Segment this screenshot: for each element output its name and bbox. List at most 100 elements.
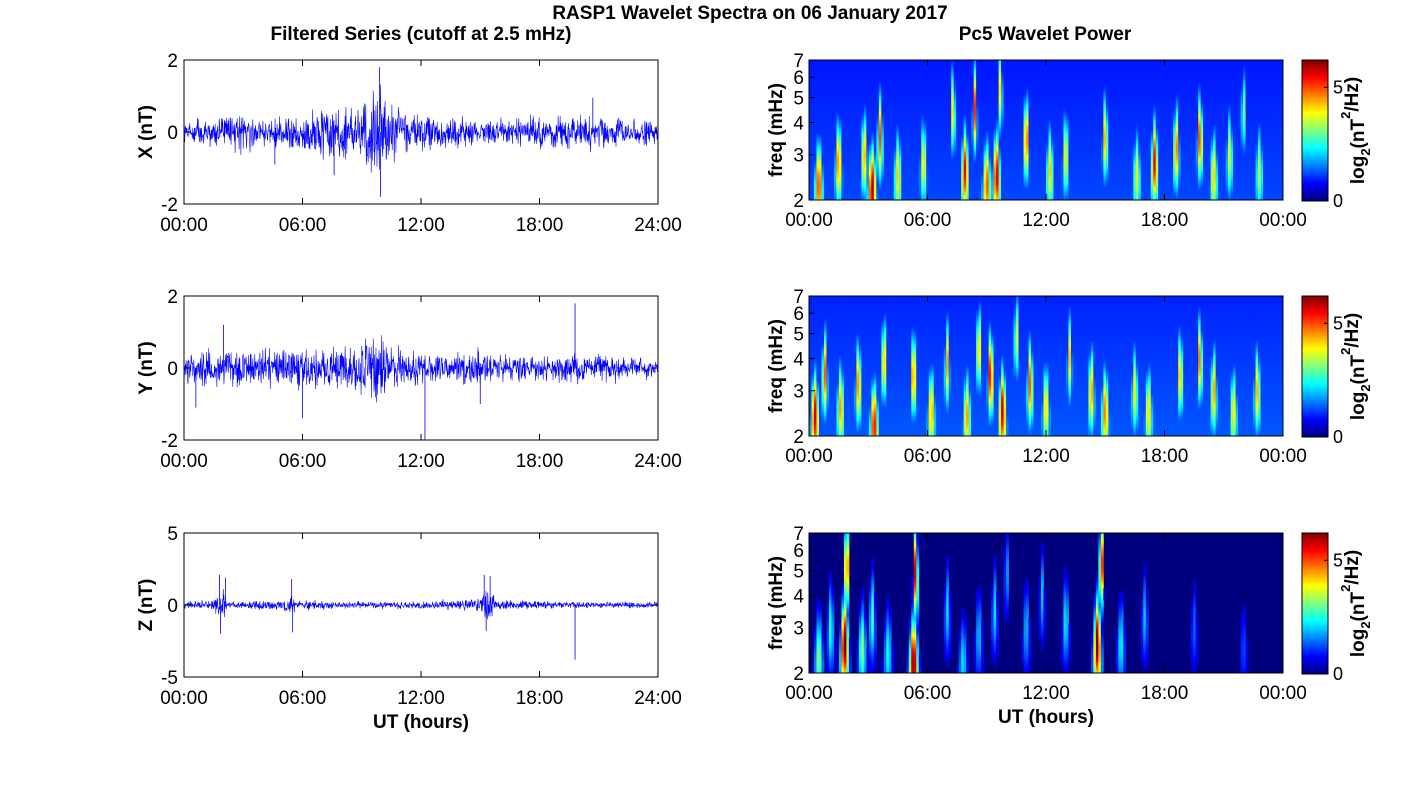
- spectrum-cell: [911, 185, 914, 188]
- spectrum-cell: [1026, 88, 1029, 91]
- spectrum-cell: [976, 150, 979, 153]
- spectrum-cell: [864, 145, 867, 148]
- spectrum-cell: [851, 120, 854, 123]
- spectrum-cell: [861, 133, 864, 136]
- spectrum-cell: [961, 130, 964, 133]
- spectrum-cell: [816, 68, 819, 71]
- spectrum-cell: [971, 188, 974, 191]
- spectrum-cell: [844, 105, 847, 108]
- spectrum-cell: [836, 170, 839, 173]
- spectrum-cell: [939, 193, 942, 196]
- spectrum-cell: [956, 163, 959, 166]
- spectrum-cell: [941, 115, 944, 118]
- spectrum-cell: [1019, 190, 1022, 193]
- spectrum-cell: [811, 178, 814, 181]
- spectrum-cell: [909, 133, 912, 136]
- spectrum-cell: [944, 160, 947, 163]
- spectrum-cell: [996, 130, 999, 133]
- spectrum-cell: [831, 123, 834, 126]
- spectrum-cell: [859, 145, 862, 148]
- spectrum-cell: [876, 100, 879, 103]
- spectrum-cell: [871, 70, 874, 73]
- spectrum-cell: [1004, 155, 1007, 158]
- spectrum-cell: [1016, 98, 1019, 101]
- spectrum-cell: [841, 178, 844, 181]
- spectrum-cell: [979, 135, 982, 138]
- spectrum-cell: [916, 160, 919, 163]
- spectrum-cell: [854, 165, 857, 168]
- spectrum-cell: [821, 135, 824, 138]
- spectrum-cell: [851, 70, 854, 73]
- spectrum-cell: [941, 75, 944, 78]
- spectrum-cell: [841, 85, 844, 88]
- spectrum-cell: [991, 108, 994, 111]
- spectrum-cell: [994, 68, 997, 71]
- spectrum-cell: [901, 68, 904, 71]
- spectrum-cell: [919, 185, 922, 188]
- spectrum-cell: [956, 170, 959, 173]
- spectrum-cell: [929, 73, 932, 76]
- spectrum-cell: [1004, 88, 1007, 91]
- spectrum-cell: [904, 73, 907, 76]
- spectrum-cell: [846, 153, 849, 156]
- spectrum-cell: [1004, 105, 1007, 108]
- spectrum-cell: [849, 168, 852, 171]
- spectrum-cell: [894, 135, 897, 138]
- spectrum-cell: [991, 123, 994, 126]
- spectrum-cell: [899, 143, 902, 146]
- spectrum-cell: [991, 115, 994, 118]
- spectrum-cell: [861, 193, 864, 196]
- spectrum-cell: [864, 90, 867, 93]
- spectrum-cell: [839, 130, 842, 133]
- spectrum-cell: [981, 110, 984, 113]
- spectrum-cell: [841, 175, 844, 178]
- spectrum-cell: [954, 108, 957, 111]
- spectrum-cell: [936, 170, 939, 173]
- spectrum-cell: [964, 180, 967, 183]
- spectrum-cell: [831, 88, 834, 91]
- spectrum-cell: [1009, 175, 1012, 178]
- spectrum-cell: [1009, 98, 1012, 101]
- spectrum-cell: [974, 148, 977, 151]
- spectrum-cell: [866, 145, 869, 148]
- spectrum-cell: [984, 193, 987, 196]
- spectrum-cell: [894, 163, 897, 166]
- spectrum-cell: [969, 123, 972, 126]
- spectrum-cell: [999, 98, 1002, 101]
- spectrum-cell: [969, 85, 972, 88]
- spectrum-cell: [829, 188, 832, 191]
- spectrum-cell: [1011, 170, 1014, 173]
- spectrum-cell: [1009, 138, 1012, 141]
- spectrum-cell: [816, 183, 819, 186]
- spectrum-cell: [881, 113, 884, 116]
- spectrum-cell: [954, 68, 957, 71]
- spectrum-cell: [866, 65, 869, 68]
- spectrum-cell: [841, 90, 844, 93]
- spectrum-cell: [841, 93, 844, 96]
- spectrum-cell: [831, 160, 834, 163]
- spectrum-cell: [946, 170, 949, 173]
- spectrum-cell: [931, 95, 934, 98]
- spectrum-cell: [861, 138, 864, 141]
- spectrum-cell: [866, 123, 869, 126]
- spectrum-cell: [901, 103, 904, 106]
- spectrum-cell: [854, 105, 857, 108]
- spectrum-cell: [869, 178, 872, 181]
- spectrum-cell: [989, 115, 992, 118]
- spectrum-cell: [891, 130, 894, 133]
- spectrum-cell: [861, 130, 864, 133]
- spectrum-cell: [899, 123, 902, 126]
- spectrum-cell: [936, 168, 939, 171]
- spectrum-cell: [939, 155, 942, 158]
- spectrum-cell: [974, 103, 977, 106]
- spectrum-cell: [924, 185, 927, 188]
- spectrum-cell: [1009, 80, 1012, 83]
- spectrum-cell: [969, 138, 972, 141]
- spectrum-cell: [854, 143, 857, 146]
- spectrum-cell: [879, 85, 882, 88]
- spectrum-cell: [921, 80, 924, 83]
- spectrum-cell: [916, 125, 919, 128]
- spectrum-cell: [991, 130, 994, 133]
- y-axis-label: Z (nT): [136, 579, 157, 632]
- spectrum-cell: [986, 175, 989, 178]
